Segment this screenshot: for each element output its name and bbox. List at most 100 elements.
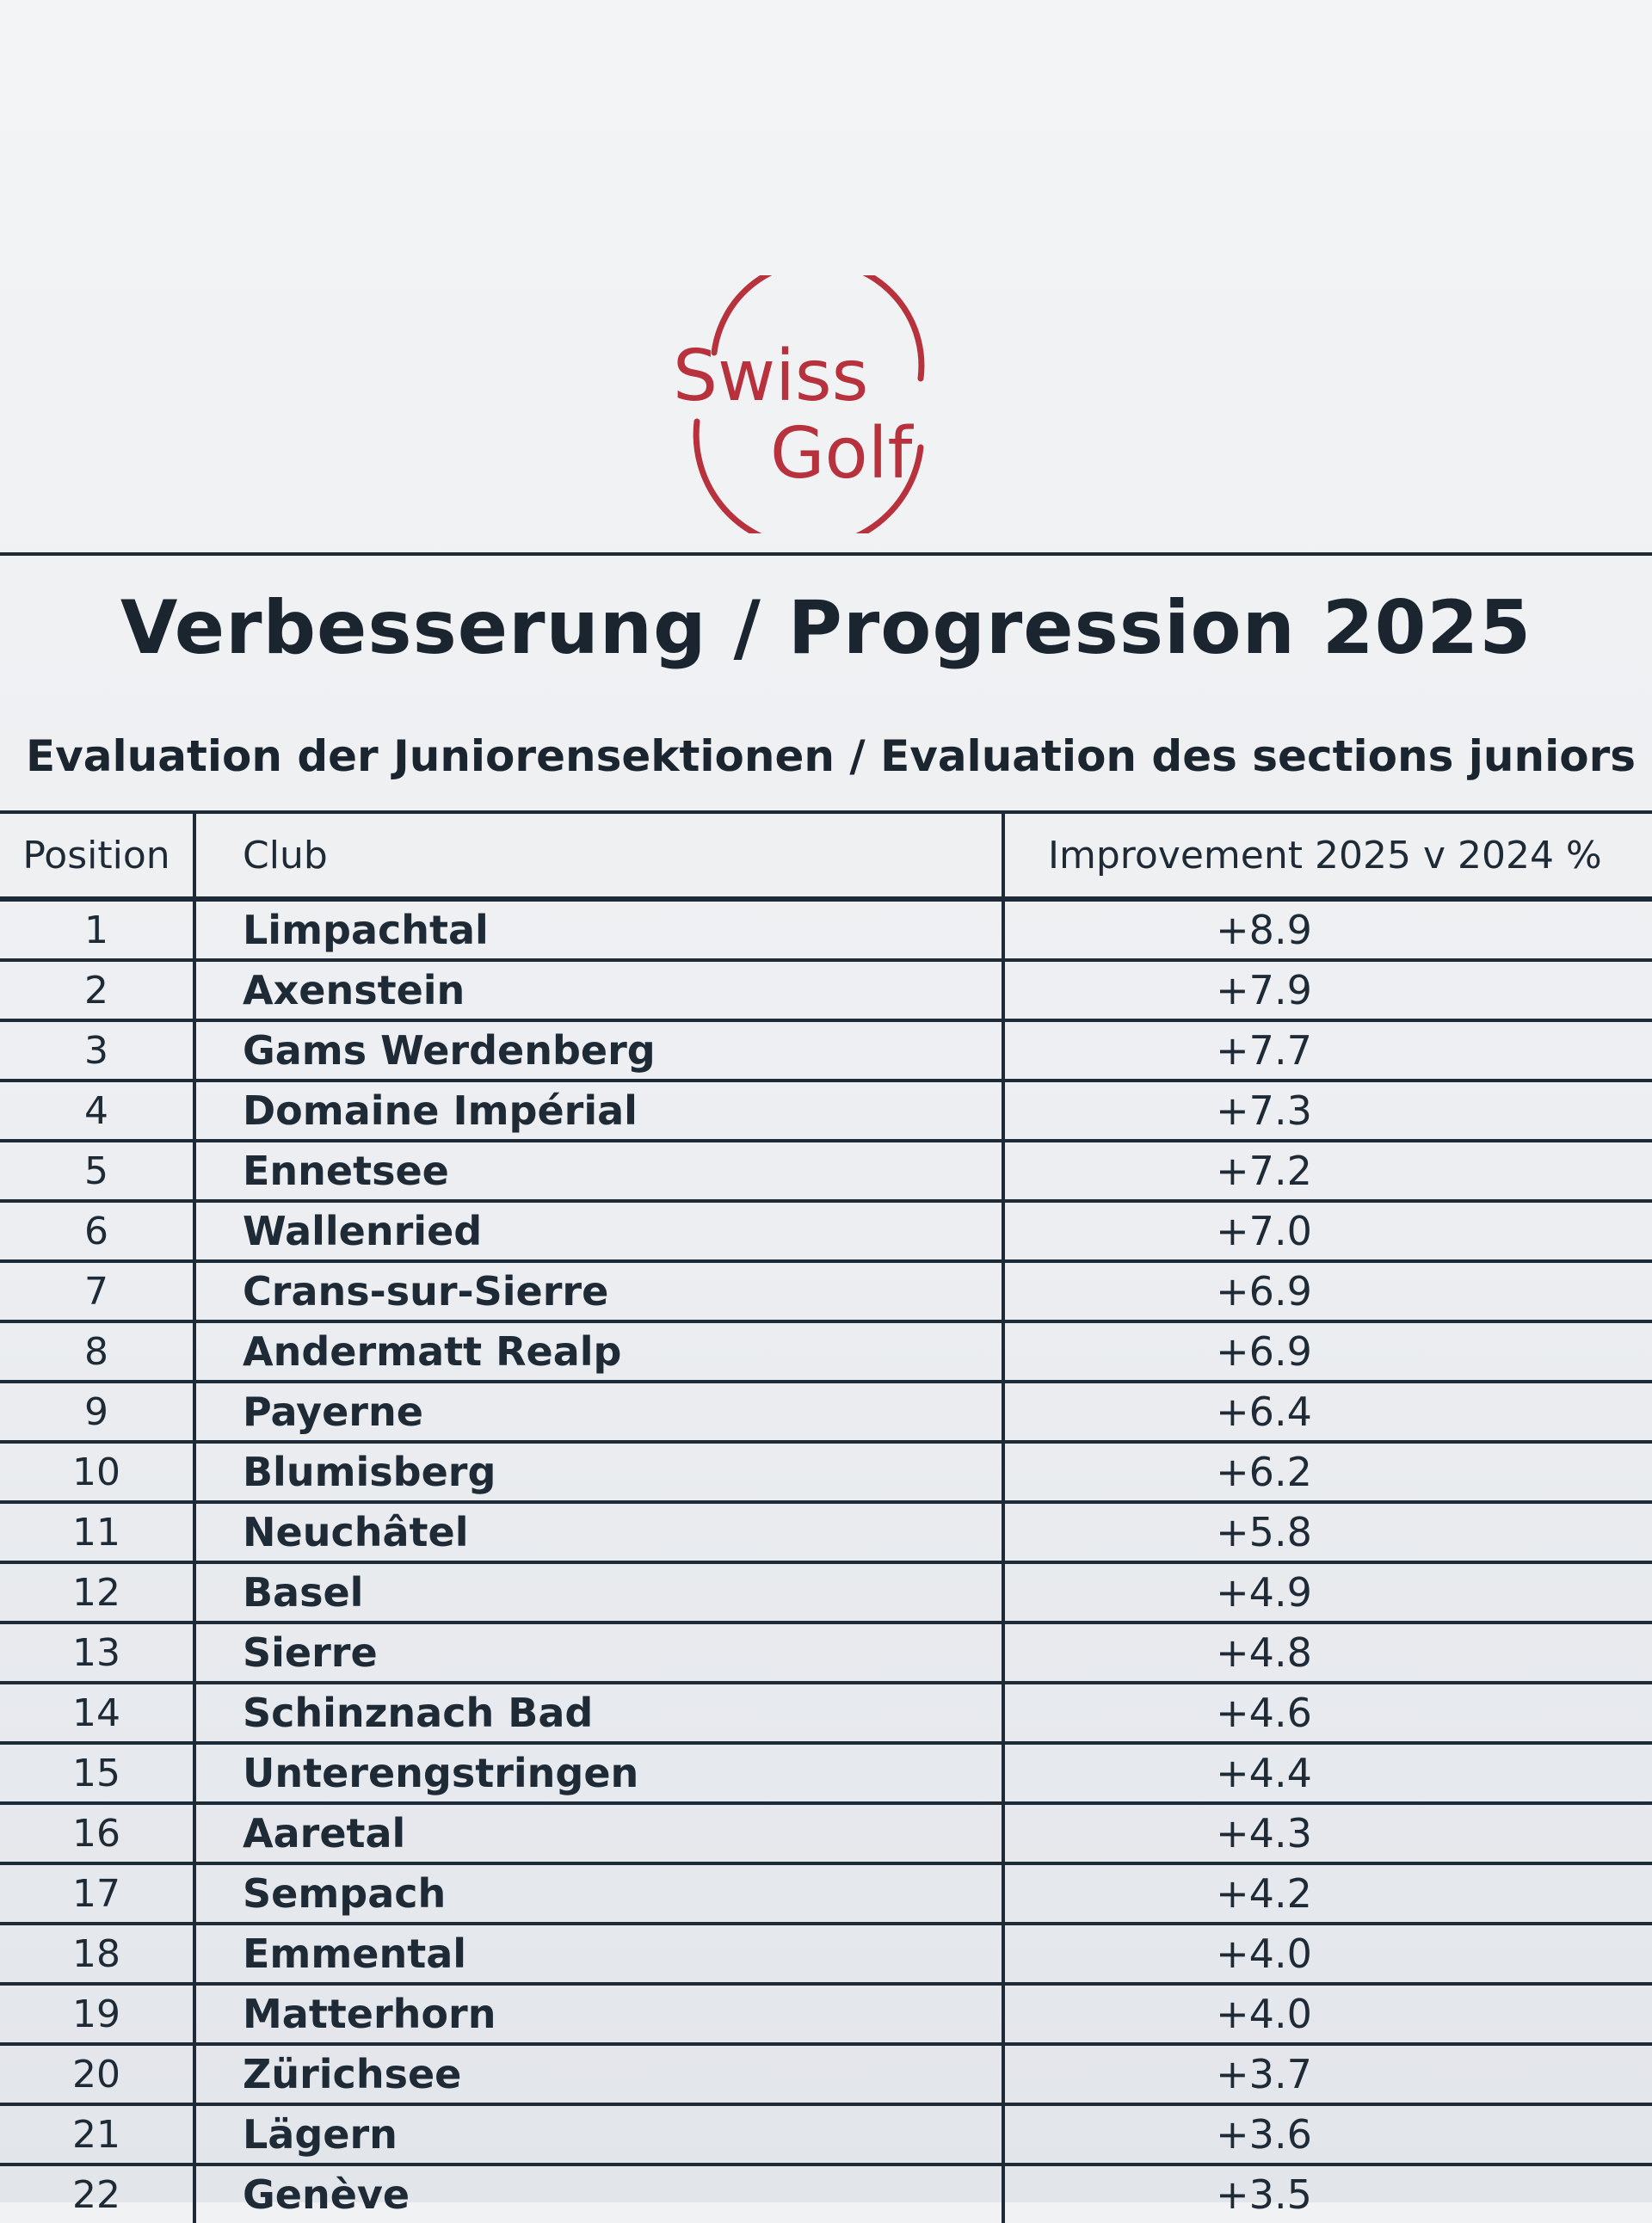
table-row: 1 Limpachtal +8.9 xyxy=(0,897,1652,960)
swiss-golf-logo: Swiss Golf xyxy=(663,275,955,533)
position-cell: 21 xyxy=(0,2103,196,2164)
table-row: 19 Matterhorn +4.0 xyxy=(0,1982,1652,2044)
improvement-cell: +3.7 xyxy=(1003,2042,1652,2104)
header-rule xyxy=(0,552,1652,556)
improvement-cell: +4.4 xyxy=(1003,1741,1652,1803)
club-cell: Basel xyxy=(194,1561,1005,1623)
club-cell: Axenstein xyxy=(194,958,1005,1020)
improvement-cell: +7.7 xyxy=(1003,1019,1652,1081)
improvement-cell: +7.3 xyxy=(1003,1079,1652,1141)
improvement-cell: +7.2 xyxy=(1003,1139,1652,1201)
table-row: 20 Zürichsee +3.7 xyxy=(0,2042,1652,2104)
club-cell: Gams Werdenberg xyxy=(194,1019,1005,1081)
improvement-cell: +4.0 xyxy=(1003,1982,1652,2044)
club-cell: Wallenried xyxy=(194,1199,1005,1261)
improvement-cell: +4.8 xyxy=(1003,1621,1652,1683)
improvement-cell: +4.6 xyxy=(1003,1681,1652,1743)
table-row: 14 Schinznach Bad +4.6 xyxy=(0,1681,1652,1743)
club-cell: Schinznach Bad xyxy=(194,1681,1005,1743)
position-cell: 3 xyxy=(0,1019,196,1081)
position-cell: 8 xyxy=(0,1320,196,1382)
table-row: 11 Neuchâtel +5.8 xyxy=(0,1500,1652,1562)
club-cell: Blumisberg xyxy=(194,1440,1005,1502)
club-cell: Lägern xyxy=(194,2103,1005,2164)
column-header-position: Position xyxy=(0,810,196,902)
swiss-golf-logo-graphic: Swiss Golf xyxy=(673,275,925,533)
club-cell: Emmental xyxy=(194,1922,1005,1984)
table-row: 7 Crans-sur-Sierre +6.9 xyxy=(0,1259,1652,1321)
table-row: 9 Payerne +6.4 xyxy=(0,1380,1652,1442)
improvement-cell: +7.9 xyxy=(1003,958,1652,1020)
improvement-cell: +4.0 xyxy=(1003,1922,1652,1984)
table-row: 13 Sierre +4.8 xyxy=(0,1621,1652,1683)
table-body: 1 Limpachtal +8.9 2 Axenstein +7.9 3 Gams Werde… xyxy=(0,897,1652,2223)
table-row: 5 Ennetsee +7.2 xyxy=(0,1139,1652,1201)
page-title: Verbesserung / Progression 2025 xyxy=(120,585,1532,671)
position-cell: 13 xyxy=(0,1621,196,1683)
position-cell: 6 xyxy=(0,1199,196,1261)
position-cell: 5 xyxy=(0,1139,196,1201)
page-subtitle: Evaluation der Juniorensektionen / Evalu… xyxy=(26,731,1636,781)
improvement-cell: +3.5 xyxy=(1003,2163,1652,2223)
improvement-cell: +7.0 xyxy=(1003,1199,1652,1261)
improvement-cell: +6.9 xyxy=(1003,1320,1652,1382)
column-header-club: Club xyxy=(194,810,1005,902)
club-cell: Neuchâtel xyxy=(194,1500,1005,1562)
position-cell: 20 xyxy=(0,2042,196,2104)
position-cell: 9 xyxy=(0,1380,196,1442)
table-row: 6 Wallenried +7.0 xyxy=(0,1199,1652,1261)
logo-golf-text: Golf xyxy=(770,413,914,495)
position-cell: 7 xyxy=(0,1259,196,1321)
improvement-cell: +4.3 xyxy=(1003,1801,1652,1863)
club-cell: Payerne xyxy=(194,1380,1005,1442)
improvement-cell: +4.2 xyxy=(1003,1862,1652,1924)
club-cell: Domaine Impérial xyxy=(194,1079,1005,1141)
logo-swiss-text: Swiss xyxy=(673,336,868,417)
club-cell: Zürichsee xyxy=(194,2042,1005,2104)
improvement-cell: +6.2 xyxy=(1003,1440,1652,1502)
table-row: 17 Sempach +4.2 xyxy=(0,1862,1652,1924)
improvement-cell: +6.9 xyxy=(1003,1259,1652,1321)
improvement-cell: +5.8 xyxy=(1003,1500,1652,1562)
position-cell: 14 xyxy=(0,1681,196,1743)
position-cell: 19 xyxy=(0,1982,196,2044)
table-row: 8 Andermatt Realp +6.9 xyxy=(0,1320,1652,1382)
position-cell: 11 xyxy=(0,1500,196,1562)
club-cell: Sierre xyxy=(194,1621,1005,1683)
club-cell: Ennetsee xyxy=(194,1139,1005,1201)
position-cell: 17 xyxy=(0,1862,196,1924)
table-row: 16 Aaretal +4.3 xyxy=(0,1801,1652,1863)
table-row: 18 Emmental +4.0 xyxy=(0,1922,1652,1984)
position-cell: 15 xyxy=(0,1741,196,1803)
table-row: 2 Axenstein +7.9 xyxy=(0,958,1652,1020)
club-cell: Limpachtal xyxy=(194,897,1005,960)
position-cell: 1 xyxy=(0,897,196,960)
column-header-improvement: Improvement 2025 v 2024 % xyxy=(1003,810,1652,902)
improvement-cell: +4.9 xyxy=(1003,1561,1652,1623)
position-cell: 4 xyxy=(0,1079,196,1141)
table-row: 21 Lägern +3.6 xyxy=(0,2103,1652,2164)
improvement-cell: +8.9 xyxy=(1003,897,1652,960)
position-cell: 10 xyxy=(0,1440,196,1502)
improvement-cell: +3.6 xyxy=(1003,2103,1652,2164)
club-cell: Aaretal xyxy=(194,1801,1005,1863)
club-cell: Crans-sur-Sierre xyxy=(194,1259,1005,1321)
position-cell: 16 xyxy=(0,1801,196,1863)
position-cell: 18 xyxy=(0,1922,196,1984)
ranking-table: Position Club Improvement 2025 v 2024 % … xyxy=(0,810,1652,2223)
table-row: 10 Blumisberg +6.2 xyxy=(0,1440,1652,1502)
table-row: 22 Genève +3.5 xyxy=(0,2163,1652,2223)
club-cell: Andermatt Realp xyxy=(194,1320,1005,1382)
position-cell: 12 xyxy=(0,1561,196,1623)
table-row: 15 Unterengstringen +4.4 xyxy=(0,1741,1652,1803)
club-cell: Genève xyxy=(194,2163,1005,2223)
table-header-row: Position Club Improvement 2025 v 2024 % xyxy=(0,810,1652,902)
club-cell: Unterengstringen xyxy=(194,1741,1005,1803)
club-cell: Sempach xyxy=(194,1862,1005,1924)
table-row: 4 Domaine Impérial +7.3 xyxy=(0,1079,1652,1141)
table-row: 12 Basel +4.9 xyxy=(0,1561,1652,1623)
table-row: 3 Gams Werdenberg +7.7 xyxy=(0,1019,1652,1081)
club-cell: Matterhorn xyxy=(194,1982,1005,2044)
position-cell: 2 xyxy=(0,958,196,1020)
